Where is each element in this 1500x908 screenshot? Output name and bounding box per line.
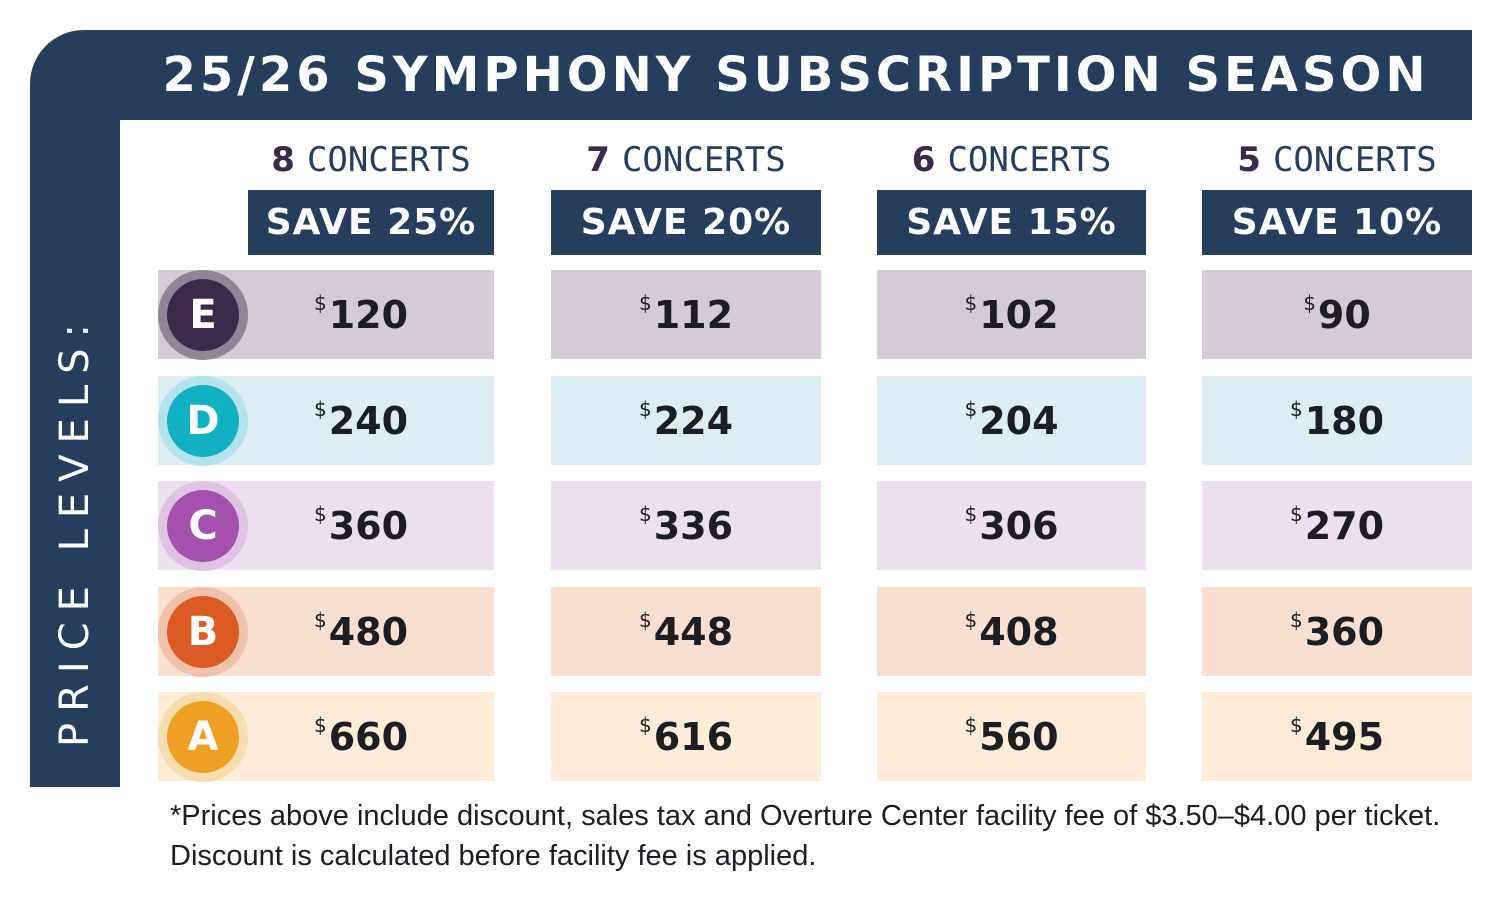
concert-count: 5	[1237, 140, 1261, 180]
currency-symbol: $	[313, 501, 327, 526]
currency-symbol: $	[313, 396, 327, 421]
save-banner-15: SAVE 15%	[877, 190, 1146, 255]
price-value: 270	[1304, 503, 1385, 548]
price-cell-a-4: $495	[1202, 692, 1472, 781]
column-header-5: 5 CONCERTS	[1202, 138, 1472, 182]
currency-symbol: $	[638, 501, 652, 526]
price-value: 204	[979, 398, 1059, 443]
price-level-letter: E	[167, 279, 239, 351]
currency-symbol: $	[638, 290, 652, 315]
currency-symbol: $	[313, 607, 327, 632]
price-value: 224	[653, 398, 734, 443]
price-cell-d-2: $224	[551, 376, 821, 465]
currency-symbol: $	[1289, 501, 1303, 526]
price-value: 560	[979, 714, 1059, 759]
price-value: 616	[653, 714, 734, 759]
price-value: 102	[979, 292, 1059, 337]
concert-word: CONCERTS	[621, 140, 786, 180]
concert-count: 6	[911, 140, 936, 180]
price-level-badge-d: D	[158, 376, 248, 466]
price-value: 112	[653, 292, 734, 337]
price-value: 480	[328, 609, 409, 654]
currency-symbol: $	[964, 712, 978, 737]
currency-symbol: $	[964, 396, 978, 421]
concert-count: 7	[586, 140, 610, 180]
price-cell-a-3: $560	[877, 692, 1146, 781]
price-value: 660	[328, 714, 409, 759]
concert-word: CONCERTS	[1272, 140, 1437, 180]
currency-symbol: $	[964, 290, 978, 315]
price-levels-label-band: PRICE LEVELS:	[30, 120, 120, 787]
price-cell-e-2: $112	[551, 270, 821, 359]
save-banner-10: SAVE 10%	[1202, 190, 1472, 255]
price-cell-e-4: $90	[1202, 270, 1472, 359]
page-title: 25/26 SYMPHONY SUBSCRIPTION SEASON	[162, 47, 1430, 103]
price-level-badge-e: E	[158, 270, 248, 360]
price-value: 120	[328, 292, 409, 337]
currency-symbol: $	[313, 712, 327, 737]
column-header-7: 7 CONCERTS	[551, 138, 821, 182]
price-cell-a-2: $616	[551, 692, 821, 781]
footnote-line-1: *Prices above include discount, sales ta…	[170, 800, 1441, 832]
price-value: 495	[1304, 714, 1385, 759]
price-value: 408	[979, 609, 1059, 654]
price-level-letter: A	[167, 701, 239, 773]
currency-symbol: $	[1303, 290, 1316, 315]
price-value: 336	[653, 503, 734, 548]
concert-word: CONCERTS	[306, 140, 471, 180]
price-level-letter: B	[167, 596, 239, 668]
column-header-8: 8 CONCERTS	[248, 138, 494, 182]
price-cell-b-4: $360	[1202, 587, 1472, 676]
price-level-badge-c: C	[158, 481, 248, 571]
price-cell-d-4: $180	[1202, 376, 1472, 465]
price-level-badge-b: B	[158, 587, 248, 677]
price-cell-c-2: $336	[551, 481, 821, 570]
currency-symbol: $	[1289, 396, 1303, 421]
price-level-letter: C	[167, 490, 239, 562]
price-cell-e-3: $102	[877, 270, 1146, 359]
price-cell-b-3: $408	[877, 587, 1146, 676]
currency-symbol: $	[1289, 607, 1303, 632]
currency-symbol: $	[1289, 712, 1303, 737]
price-value: 180	[1304, 398, 1385, 443]
price-value: 306	[979, 503, 1059, 548]
price-level-letter: D	[167, 385, 239, 457]
footnote-line-2: Discount is calculated before facility f…	[170, 840, 817, 872]
currency-symbol: $	[638, 712, 652, 737]
concert-word: CONCERTS	[947, 140, 1112, 180]
price-cell-d-3: $204	[877, 376, 1146, 465]
concert-count: 8	[271, 140, 295, 180]
price-value: 360	[328, 503, 409, 548]
footnote: *Prices above include discount, sales ta…	[170, 796, 1460, 876]
price-value: 240	[328, 398, 409, 443]
price-level-badge-a: A	[158, 692, 248, 782]
currency-symbol: $	[964, 607, 978, 632]
currency-symbol: $	[638, 607, 652, 632]
currency-symbol: $	[313, 290, 327, 315]
currency-symbol: $	[638, 396, 652, 421]
price-cell-c-3: $306	[877, 481, 1146, 570]
price-value: 448	[653, 609, 734, 654]
currency-symbol: $	[964, 501, 978, 526]
price-cell-c-4: $270	[1202, 481, 1472, 570]
price-levels-label: PRICE LEVELS:	[52, 313, 98, 747]
column-header-6: 6 CONCERTS	[877, 138, 1146, 182]
price-cell-b-2: $448	[551, 587, 821, 676]
price-value: 90	[1317, 292, 1371, 337]
price-value: 360	[1304, 609, 1385, 654]
save-banner-25: SAVE 25%	[248, 190, 494, 255]
save-banner-20: SAVE 20%	[551, 190, 821, 255]
